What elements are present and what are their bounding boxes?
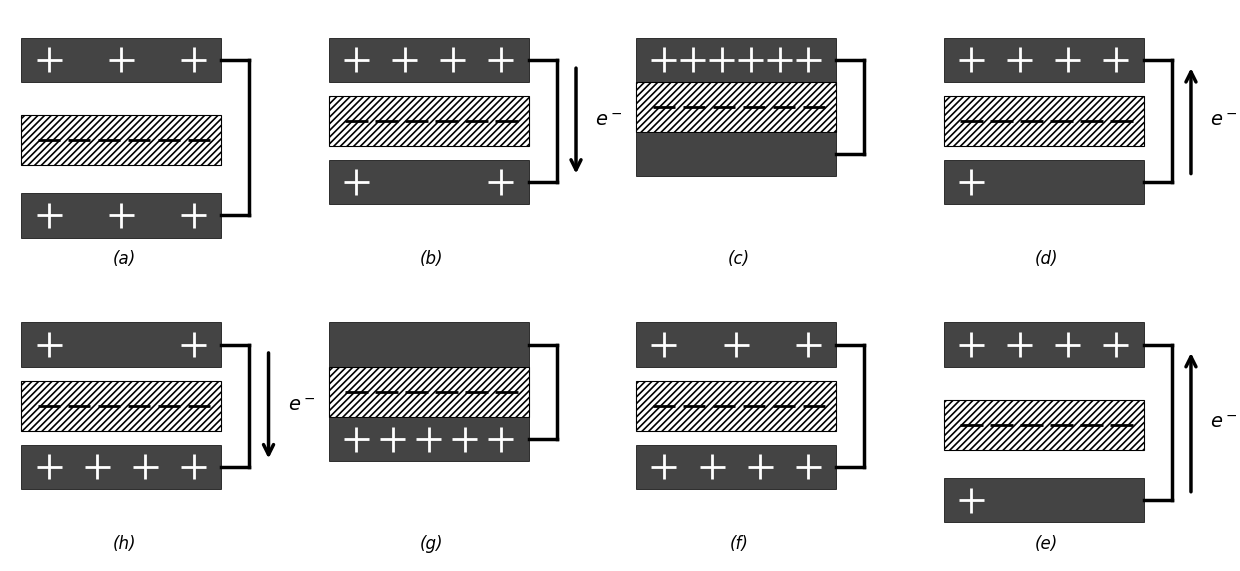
Text: (h): (h) xyxy=(113,535,136,553)
Bar xyxy=(21,115,221,166)
Bar xyxy=(944,38,1143,82)
Bar xyxy=(329,322,528,367)
Text: $e^-$: $e^-$ xyxy=(288,396,315,415)
Bar xyxy=(21,322,221,367)
Bar xyxy=(21,193,221,238)
Text: $e^-$: $e^-$ xyxy=(595,111,622,130)
Bar xyxy=(329,160,528,204)
Bar xyxy=(329,367,528,417)
Bar xyxy=(21,381,221,431)
Bar xyxy=(636,82,836,132)
Bar xyxy=(329,38,528,82)
Text: (d): (d) xyxy=(1034,250,1058,268)
Bar xyxy=(636,132,836,176)
Bar xyxy=(636,38,836,82)
Text: (c): (c) xyxy=(728,250,750,268)
Text: (b): (b) xyxy=(420,250,443,268)
Bar xyxy=(21,445,221,489)
Bar xyxy=(636,445,836,489)
Text: $e^-$: $e^-$ xyxy=(1210,413,1238,432)
Bar xyxy=(944,322,1143,367)
Bar xyxy=(944,160,1143,204)
Bar xyxy=(329,417,528,461)
Bar xyxy=(944,96,1143,146)
Bar xyxy=(944,478,1143,522)
Bar xyxy=(944,400,1143,450)
Text: (f): (f) xyxy=(729,535,749,553)
Text: $e^-$: $e^-$ xyxy=(1210,111,1238,130)
Text: (g): (g) xyxy=(420,535,443,553)
Bar xyxy=(329,96,528,146)
Text: (e): (e) xyxy=(1035,535,1058,553)
Bar xyxy=(636,322,836,367)
Text: (a): (a) xyxy=(113,250,135,268)
Bar xyxy=(21,38,221,82)
Bar xyxy=(636,381,836,431)
